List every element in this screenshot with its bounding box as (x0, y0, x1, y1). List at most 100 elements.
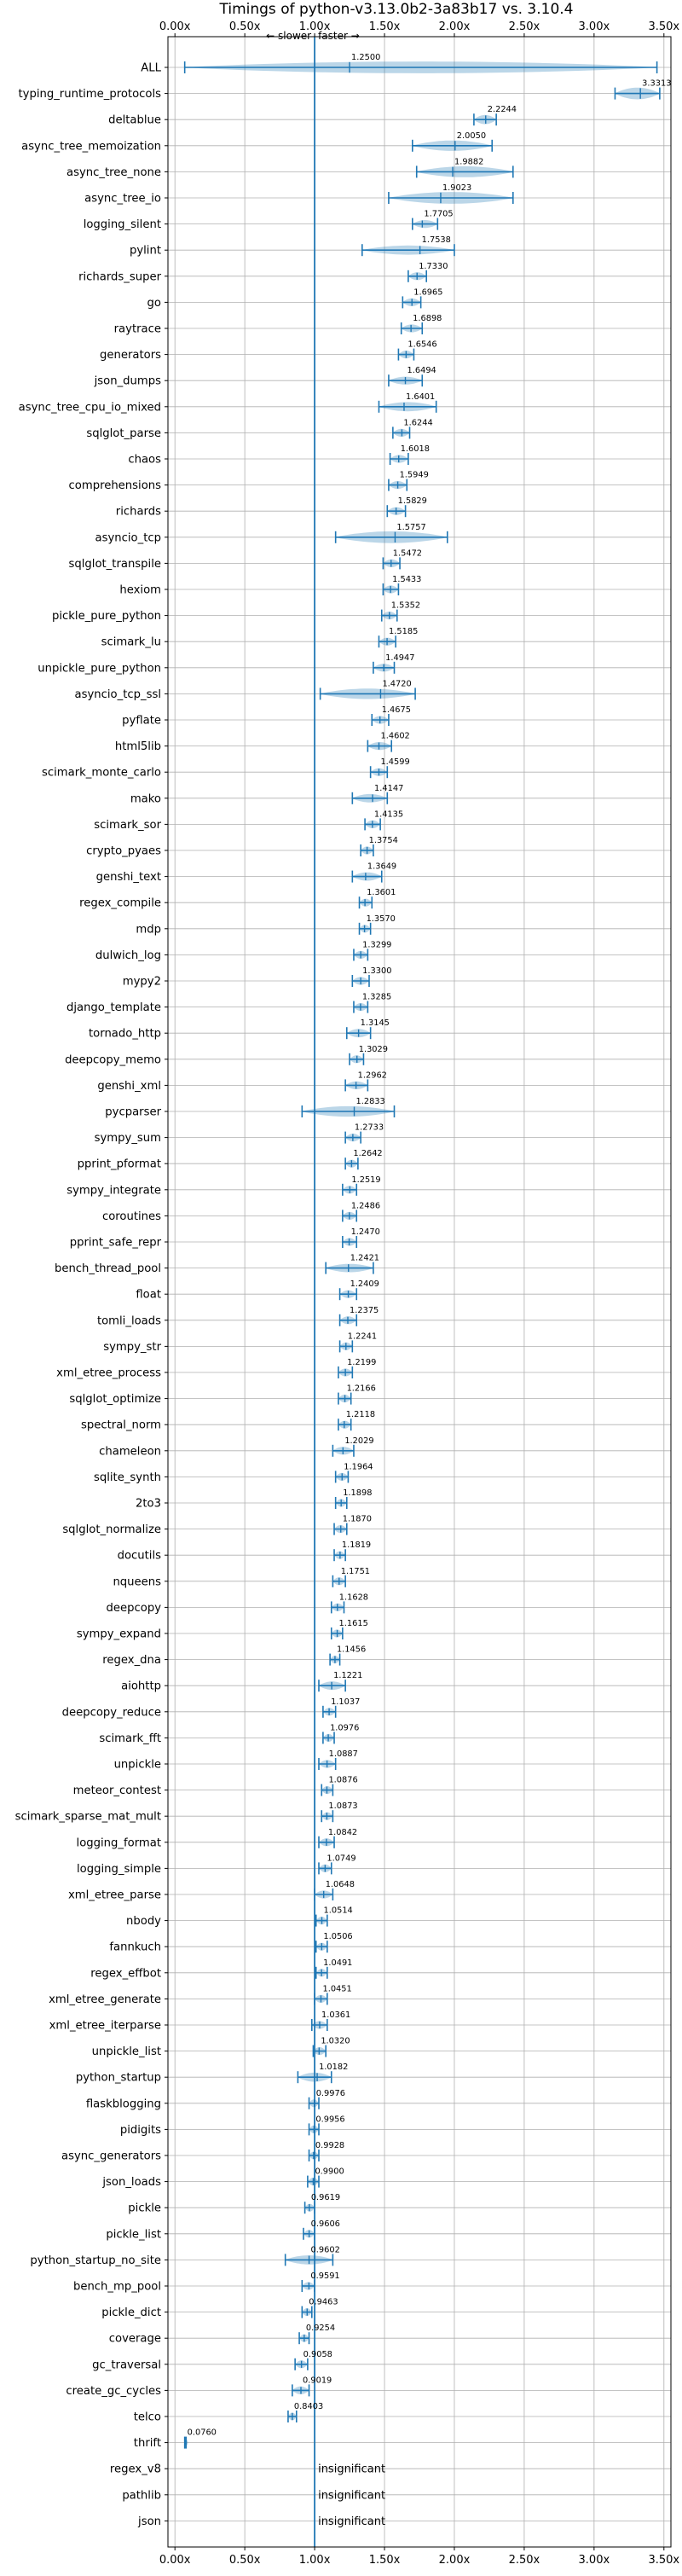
x-tick-label-bottom: 1.00x (299, 2554, 331, 2567)
value-label: 1.0648 (326, 1880, 355, 1889)
benchmark-label: genshi_text (96, 871, 161, 884)
benchmark-label: 2to3 (136, 1498, 161, 1511)
benchmark-label: ALL (141, 62, 161, 75)
benchmark-label: bench_thread_pool (55, 1262, 161, 1275)
benchmark-label: nqueens (113, 1575, 161, 1588)
benchmark-label: json_dumps (94, 375, 162, 388)
x-tick-label-top: 3.00x (579, 20, 610, 33)
value-label: 0.9900 (315, 2167, 344, 2177)
value-label: 1.0451 (322, 1984, 351, 1993)
benchmark-label: deltablue (108, 114, 161, 127)
benchmark-label: deepcopy (107, 1602, 162, 1615)
value-label: 1.1964 (344, 1462, 373, 1471)
benchmark-label: genshi_xml (97, 1080, 161, 1093)
benchmark-label: flaskblogging (86, 2097, 161, 2110)
value-label: 1.0320 (321, 2037, 350, 2046)
benchmark-label: regex_compile (79, 897, 161, 910)
benchmark-label: async_tree_cpu_io_mixed (19, 401, 161, 414)
value-label: 1.1628 (339, 1593, 368, 1602)
x-tick-label-top: 2.50x (509, 20, 540, 33)
value-label: 0.9619 (311, 2193, 340, 2202)
benchmark-label: raytrace (114, 323, 161, 336)
benchmark-label: docutils (118, 1550, 162, 1563)
benchmark-label: scimark_monte_carlo (42, 767, 161, 780)
value-label: 1.6018 (401, 444, 430, 454)
value-label: 1.0876 (328, 1776, 357, 1785)
value-label: 1.1615 (339, 1619, 368, 1628)
benchmark-label: deepcopy_memo (65, 1053, 161, 1066)
value-label: 1.2118 (346, 1410, 375, 1419)
benchmark-label: python_startup_no_site (30, 2254, 161, 2267)
benchmark-label: python_startup (76, 2072, 161, 2085)
value-label: 1.2486 (351, 1201, 380, 1210)
benchmark-label: crypto_pyaes (86, 845, 161, 858)
value-label: 1.1456 (337, 1645, 366, 1655)
x-tick-label-top: 1.50x (369, 20, 401, 33)
value-label: 1.0887 (329, 1749, 358, 1759)
insignificant-label: insignificant (318, 2463, 385, 2476)
x-tick-label-bottom: 0.00x (159, 2554, 191, 2567)
value-label: 1.5757 (396, 523, 425, 532)
annotations: 1.2500 3.3313 2.2244 2.0050 1.9882 1.9023 1.77… (188, 53, 672, 2528)
benchmark-label: spectral_norm (81, 1419, 161, 1432)
benchmark-label: pprint_pformat (78, 1158, 161, 1171)
benchmark-label: logging_simple (77, 1863, 161, 1876)
benchmark-label: bench_mp_pool (73, 2281, 161, 2294)
x-tick-label-bottom: 3.00x (579, 2554, 610, 2567)
value-label: 0.0760 (188, 2428, 217, 2438)
value-label: 1.5472 (393, 548, 422, 558)
benchmark-label: sqlglot_normalize (62, 1523, 161, 1536)
value-label: 1.2519 (351, 1175, 380, 1185)
value-label: 1.6898 (413, 314, 442, 323)
x-tick-label-top: 3.50x (648, 20, 679, 33)
benchmark-label: unpickle_list (92, 2045, 161, 2058)
benchmark-label: telco (134, 2411, 161, 2424)
benchmark-label: regex_effbot (90, 1967, 161, 1980)
value-label: 0.8403 (294, 2402, 323, 2411)
benchmark-label: xml_etree_generate (49, 1993, 161, 2006)
benchmark-label: pprint_safe_repr (70, 1237, 162, 1250)
benchmark-label: thrift (134, 2437, 161, 2450)
value-label: 1.4947 (385, 653, 414, 663)
value-label: 1.2029 (344, 1436, 373, 1446)
value-label: 1.2470 (351, 1227, 380, 1237)
plot-frame (167, 36, 672, 2548)
benchmark-label: pyflate (122, 715, 161, 728)
benchmark-label: sympy_sum (95, 1132, 161, 1145)
benchmark-label: chameleon (99, 1445, 161, 1458)
benchmark-label: richards_super (78, 270, 162, 283)
value-label: 0.9058 (303, 2350, 332, 2359)
value-label: 1.5949 (400, 471, 429, 480)
benchmark-label: coroutines (102, 1210, 161, 1223)
benchmark-label: scimark_sor (94, 819, 161, 832)
benchmark-label: json_loads (101, 2176, 161, 2189)
benchmark-label: asyncio_tcp (95, 531, 161, 544)
benchmark-label: scimark_fft (99, 1732, 161, 1745)
benchmark-label: mypy2 (123, 976, 161, 989)
insignificant-label: insignificant (318, 2515, 385, 2528)
benchmark-label: logging_format (77, 1836, 161, 1849)
value-label: 1.0873 (328, 1801, 357, 1811)
benchmark-label: gc_traversal (92, 2358, 161, 2371)
benchmark-label: async_tree_memoization (21, 140, 161, 153)
value-label: 1.1819 (342, 1540, 371, 1550)
benchmark-label: async_generators (61, 2150, 161, 2163)
value-label: 0.9591 (310, 2271, 339, 2281)
benchmark-label: coverage (109, 2333, 161, 2346)
value-label: 1.2642 (353, 1149, 382, 1158)
value-label: 1.7705 (424, 210, 453, 219)
violins (183, 61, 661, 2449)
benchmark-label: pickle (128, 2202, 161, 2215)
value-label: 1.0749 (327, 1854, 355, 1863)
value-label: 0.9976 (316, 2089, 345, 2098)
value-label: 1.2199 (347, 1358, 376, 1367)
benchmark-label: richards (116, 506, 161, 519)
value-label: 1.3285 (362, 993, 391, 1002)
value-label: 1.6494 (407, 366, 436, 375)
value-label: 1.5433 (392, 575, 421, 584)
benchmark-label: sympy_integrate (66, 1184, 161, 1197)
x-tick-label-bottom: 2.00x (439, 2554, 471, 2567)
benchmark-label: pidigits (120, 2124, 161, 2137)
x-tick-label-top: 1.00x (299, 20, 331, 33)
